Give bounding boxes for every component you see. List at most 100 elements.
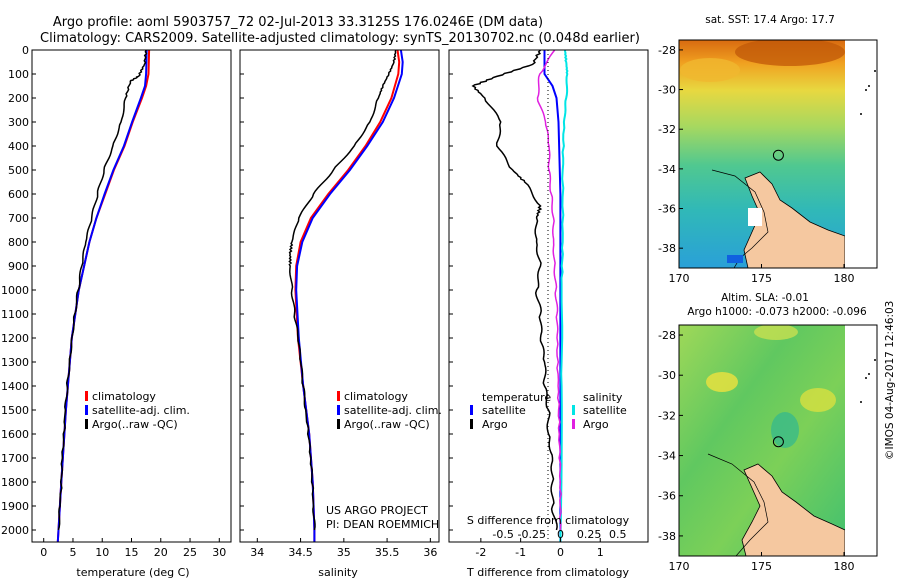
- sla-island-dot: [860, 401, 862, 403]
- temperature-series: [56, 49, 151, 543]
- temperature-xlabel: temperature (deg C): [76, 566, 189, 579]
- legend-swatch-satellite: [85, 405, 88, 415]
- x2-tick-label: 0.5: [609, 528, 627, 541]
- series-line-satellite-adj-clim: [56, 49, 148, 543]
- map-y-tick-label: -34: [658, 450, 676, 463]
- sst-map-frame: [678, 39, 878, 269]
- legend-label-temp-satellite: satellite: [482, 404, 526, 417]
- sst-land-new-zealand: [743, 171, 845, 268]
- sla-map-frame: [678, 324, 878, 557]
- sla-low-patch: [771, 412, 799, 448]
- map-x-tick-label: 170: [669, 272, 690, 285]
- legend-label-temp-argo: Argo: [482, 418, 508, 431]
- legend-swatch-argo: [337, 419, 340, 429]
- map-y-tick-label: -38: [658, 530, 676, 543]
- difference-x2label: S difference from climatology: [467, 514, 630, 527]
- y-tick-label: 400: [8, 140, 29, 153]
- series-line-climatology: [56, 49, 151, 543]
- difference-panel: -2 -1 0 1 -0.5 -0.25 0 0.25 0.5 S difference fr…: [448, 49, 649, 579]
- y-tick-label: 1000: [1, 284, 29, 297]
- x-tick-label: 35: [337, 546, 351, 559]
- y-tick-label: 100: [8, 68, 29, 81]
- x-tick-label: 0: [557, 546, 564, 559]
- map-x-tick-label: 180: [834, 560, 855, 573]
- legend-swatch-temp-satellite: [470, 405, 473, 415]
- y-tick-label: 1700: [1, 452, 29, 465]
- legend-swatch-temp-argo: [470, 419, 473, 429]
- map-y-tick-label: -32: [658, 409, 676, 422]
- difference-series: [471, 49, 569, 543]
- salinity-axes-frame: [239, 49, 440, 543]
- legend-swatch-sal-satellite: [572, 405, 575, 415]
- map-y-tick-label: -38: [658, 242, 676, 255]
- legend-swatch-climatology: [85, 391, 88, 401]
- sst-float-marker: [772, 149, 784, 161]
- legend-label-climatology: climatology: [344, 390, 408, 403]
- x-tick-label: 36: [423, 546, 437, 559]
- salinity-series: [288, 49, 404, 542]
- map-y-tick-label: -36: [658, 203, 676, 216]
- sst-missing-data: [748, 208, 762, 226]
- x2-tick-label: -0.25: [518, 528, 546, 541]
- legend-swatch-satellite: [337, 405, 340, 415]
- map-x-tick-label: 175: [751, 272, 772, 285]
- sla-bathymetry-contour: [707, 453, 769, 556]
- sla-map-title-line1: Altim. SLA: -0.01: [721, 292, 809, 304]
- map-y-tick-label: -28: [658, 44, 676, 57]
- x-tick-label: 20: [154, 546, 168, 559]
- legend-title-temperature: temperature: [482, 391, 551, 404]
- y-tick-label: 600: [8, 188, 29, 201]
- salinity-legend: climatology satellite-adj. clim. Argo(..…: [337, 390, 442, 431]
- sla-island-dot: [874, 359, 876, 361]
- x-tick-label: -2: [475, 546, 486, 559]
- x-tick-label: 30: [212, 546, 226, 559]
- series-line-argo-raw-qc: [57, 49, 148, 531]
- series-line-temperature-argo: [471, 49, 558, 531]
- map-x-tick-label: 175: [751, 560, 772, 573]
- y-tick-label: 1100: [1, 308, 29, 321]
- x2-tick-label: 0.25: [577, 528, 602, 541]
- sla-island-dot: [868, 373, 870, 375]
- legend-title-salinity: salinity: [583, 391, 623, 404]
- sla-map: Altim. SLA: -0.01 Argo h1000: -0.073 h20…: [658, 292, 878, 573]
- y-tick-label: 0: [22, 44, 29, 57]
- difference-axes-frame: [448, 49, 649, 543]
- difference-legend-salinity: salinity satellite Argo: [572, 391, 627, 431]
- x-tick-label: 5: [69, 546, 76, 559]
- sla-map-title-line2: Argo h1000: -0.073 h2000: -0.096: [687, 306, 867, 318]
- x-tick-label: -1: [515, 546, 526, 559]
- y-tick-label: 1600: [1, 428, 29, 441]
- sla-high-patch: [754, 325, 798, 340]
- x-tick-label: 34.5: [288, 546, 313, 559]
- project-note-line1: US ARGO PROJECT: [326, 504, 428, 517]
- legend-swatch-sal-argo: [572, 419, 575, 429]
- y-tick-label: 300: [8, 116, 29, 129]
- series-line-temperature-satellite: [543, 50, 562, 542]
- x-tick-label: 25: [183, 546, 197, 559]
- legend-label-satellite: satellite-adj. clim.: [92, 404, 190, 417]
- imos-credit: ©IMOS 04-Aug-2017 12:46:03: [884, 301, 896, 460]
- legend-swatch-argo: [85, 419, 88, 429]
- y-tick-label: 1800: [1, 476, 29, 489]
- sst-map: sat. SST: 17.4 Argo: 17.7 170 175 180 -28 -3…: [658, 14, 878, 285]
- sst-island-dot: [874, 70, 876, 72]
- legend-label-argo: Argo(..raw -QC): [344, 418, 430, 431]
- y-tick-label: 2000: [1, 524, 29, 537]
- y-tick-label: 1200: [1, 332, 29, 345]
- legend-label-argo: Argo(..raw -QC): [92, 418, 178, 431]
- y-tick-label: 800: [8, 236, 29, 249]
- x-tick-label: 10: [95, 546, 109, 559]
- x-tick-label: 1: [597, 546, 604, 559]
- legend-swatch-climatology: [337, 391, 340, 401]
- sla-high-patch: [800, 388, 836, 412]
- map-y-tick-label: -30: [658, 84, 676, 97]
- sst-warm-patch: [735, 40, 845, 66]
- map-x-tick-label: 180: [834, 272, 855, 285]
- salinity-panel: 34 34.5 35 35.5 36 salinity climatology sate…: [239, 49, 442, 579]
- x-tick-label: 35.5: [375, 546, 400, 559]
- sst-cold-pixel: [727, 255, 743, 263]
- map-y-tick-label: -36: [658, 490, 676, 503]
- sst-island-dot: [860, 113, 862, 115]
- sla-land-new-zealand: [741, 463, 845, 556]
